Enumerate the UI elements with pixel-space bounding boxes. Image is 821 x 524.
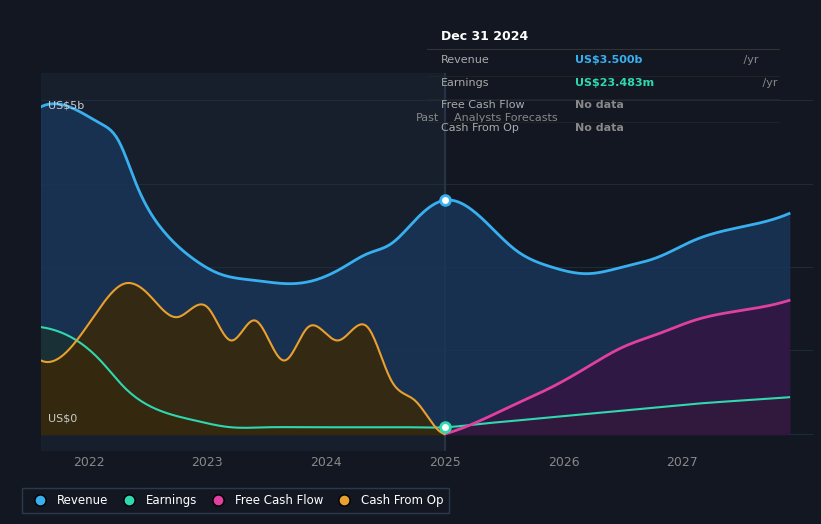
Text: Cash From Op: Cash From Op — [441, 123, 519, 133]
Text: /yr: /yr — [741, 55, 759, 65]
Text: Earnings: Earnings — [441, 78, 489, 88]
Bar — [41, 73, 445, 451]
Text: Analysts Forecasts: Analysts Forecasts — [454, 113, 557, 124]
Text: US$23.483m: US$23.483m — [576, 78, 654, 88]
Text: /yr: /yr — [759, 78, 777, 88]
Legend: Revenue, Earnings, Free Cash Flow, Cash From Op: Revenue, Earnings, Free Cash Flow, Cash … — [22, 488, 449, 513]
Text: Dec 31 2024: Dec 31 2024 — [441, 30, 528, 43]
Text: Free Cash Flow: Free Cash Flow — [441, 100, 525, 110]
Text: US$5b: US$5b — [48, 100, 85, 110]
Text: US$0: US$0 — [48, 414, 77, 424]
Text: No data: No data — [576, 123, 624, 133]
Text: Revenue: Revenue — [441, 55, 490, 65]
Text: Past: Past — [415, 113, 438, 124]
Text: US$3.500b: US$3.500b — [576, 55, 643, 65]
Text: No data: No data — [576, 100, 624, 110]
